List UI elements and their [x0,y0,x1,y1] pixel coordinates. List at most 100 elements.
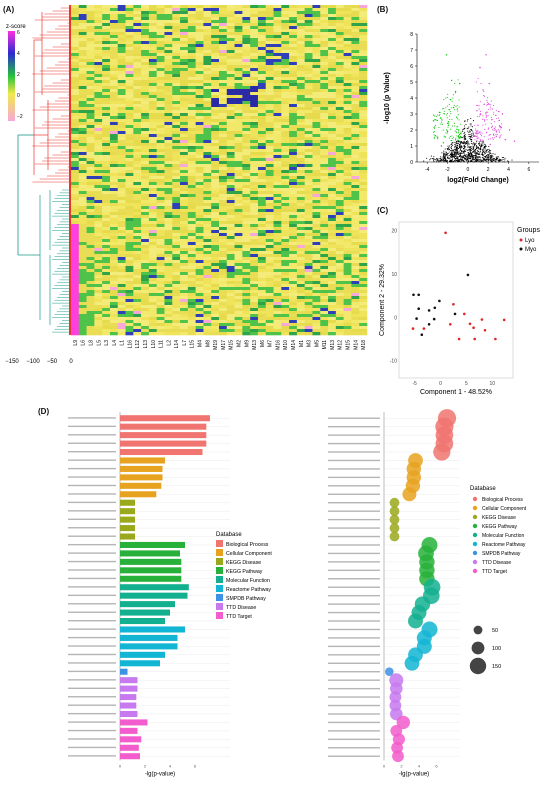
heatmap-cell [320,35,329,39]
heatmap-cell [94,86,103,90]
heatmap-cell [257,56,267,60]
heatmap-cell [328,311,337,315]
heatmap-cell [78,5,87,9]
heatmap-cell [304,23,313,27]
heatmap-cell [78,98,87,102]
heatmap-cell [133,95,142,99]
volcano-point [486,160,488,162]
heatmap-cell [242,143,251,147]
volcano-point [461,150,463,152]
heatmap-cell [195,209,204,213]
volcano-point [447,149,449,151]
heatmap-cell [203,137,212,141]
heatmap-cell [234,152,243,156]
heatmap-cell [86,176,95,180]
heatmap-cell [234,287,243,291]
heatmap-cell [211,290,220,294]
heatmap-cell [164,269,173,273]
volcano-point [498,161,500,163]
heatmap-cell [109,212,119,216]
heatmap-cell [320,119,329,123]
heatmap-cell [343,182,352,186]
heatmap-cell [164,17,173,21]
volcano-point [463,125,466,127]
heatmap-cell [335,32,344,36]
heatmap-cell [117,140,126,144]
heatmap-cell [219,176,228,180]
heatmap-cell [234,233,243,237]
heatmap-cell [109,278,119,282]
heatmap-cell [250,317,259,321]
heatmap-cell [289,155,298,159]
heatmap-cell [195,86,204,90]
heatmap-cell [180,152,189,156]
heatmap-cell [296,167,305,171]
heatmap-cell [133,110,142,114]
heatmap-cell [289,290,298,294]
heatmap-cell [273,203,282,207]
heatmap-cell [281,62,290,66]
heatmap-cell [109,329,119,333]
heatmap-cell [203,323,212,327]
heatmap-cell [156,107,165,111]
heatmap-cell [109,113,119,117]
heatmap-cell [156,32,165,36]
heatmap-cell [195,182,204,186]
heatmap-cell [219,134,228,138]
heatmap-cell [78,263,87,267]
heatmap-cell [180,56,189,60]
heatmap-cell [219,248,228,252]
heatmap-cell [133,323,142,327]
heatmap-cell [289,83,298,87]
heatmap-cell [211,86,220,90]
heatmap-cell [320,257,329,261]
heatmap-cell [304,110,313,114]
heatmap-cell [234,26,243,30]
heatmap-cell [141,305,150,309]
heatmap-cell [86,107,95,111]
heatmap-cell [195,107,204,111]
heatmap-cell [125,77,134,81]
heatmap-cell [125,62,134,66]
heatmap-cell [117,83,126,87]
heatmap-cell [281,59,290,63]
heatmap-cell [226,227,235,231]
heatmap-cell [343,104,352,108]
heatmap-cell [359,62,368,66]
heatmap-cell [156,77,165,81]
heatmap-cell [289,158,298,162]
heatmap-cell [343,200,352,204]
heatmap-cell [78,311,87,315]
heatmap-cell [172,290,181,294]
heatmap-cell [304,305,313,309]
heatmap-cell [133,314,142,318]
heatmap-cell [289,209,298,213]
heatmap-cell [133,239,142,243]
heatmap-cell [187,197,196,201]
heatmap-cell [265,266,274,270]
heatmap-cell [78,281,87,285]
volcano-point [463,138,465,140]
heatmap-cell [141,80,150,84]
heatmap-cell [265,194,274,198]
heatmap-cell [296,197,305,201]
heatmap-cell [312,182,321,186]
heatmap-cell [125,308,134,312]
heatmap-cell [343,308,352,312]
heatmap-cell [335,326,344,330]
heatmap-cell [219,152,228,156]
heatmap-cell [312,140,321,144]
heatmap-cell [195,65,204,69]
heatmap-cell [257,266,267,270]
heatmap-cell [250,332,259,336]
heatmap-cell [312,107,321,111]
heatmap-cell [328,71,337,75]
heatmap-cell [281,32,290,36]
heatmap-cell [172,311,181,315]
heatmap-cell [117,152,126,156]
volcano-point [460,141,462,143]
heatmap-cell [335,59,344,63]
heatmap-cell [172,161,181,165]
heatmap-cell [133,284,142,288]
heatmap-cell [94,272,103,276]
